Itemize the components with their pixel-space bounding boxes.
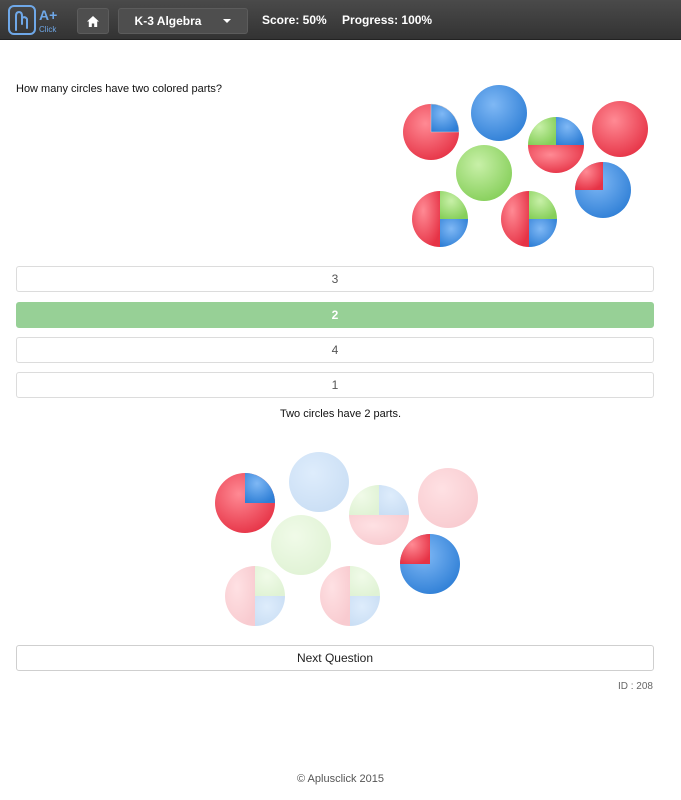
circle-8	[501, 191, 557, 247]
stats: Score: 50% Progress: 100%	[262, 13, 444, 27]
svg-text:A+: A+	[39, 7, 57, 23]
course-label: K-3 Algebra	[134, 14, 202, 28]
answer-option-4[interactable]: 1	[16, 372, 654, 398]
footer-copyright: © Aplusclick 2015	[297, 773, 384, 785]
question-figure	[403, 85, 648, 247]
question-text: How many circles have two colored parts?	[16, 83, 223, 95]
circle-6	[575, 162, 631, 218]
explanation-figure	[215, 452, 478, 626]
highlight-circle-1	[215, 473, 275, 533]
course-dropdown[interactable]: K-3 Algebra	[118, 8, 248, 34]
circle-1	[403, 103, 460, 160]
circle-3	[528, 117, 584, 173]
score-text: Score: 50%	[262, 13, 327, 27]
aplusclick-logo[interactable]: A+ Click	[8, 4, 68, 36]
answer-option-3[interactable]: 4	[16, 337, 654, 363]
circle-5	[456, 145, 512, 201]
answer-option-2-correct[interactable]: 2	[16, 302, 654, 328]
explanation-text: Two circles have 2 parts.	[279, 408, 402, 420]
circle-7	[412, 191, 468, 247]
faded-circles	[225, 452, 478, 626]
answer-option-1[interactable]: 3	[16, 266, 654, 292]
circle-4	[592, 101, 648, 157]
highlight-circle-2	[400, 534, 460, 594]
home-button[interactable]	[77, 8, 109, 34]
caret-down-icon	[223, 19, 232, 23]
svg-text:Click: Click	[39, 25, 57, 34]
circle-2	[471, 85, 527, 141]
next-question-button[interactable]: Next Question	[16, 645, 654, 671]
top-bar: A+ Click K-3 Algebra Score: 50% Progress…	[0, 0, 681, 40]
question-id: ID : 208	[617, 681, 653, 692]
home-icon	[87, 15, 99, 27]
progress-text: Progress: 100%	[342, 13, 433, 27]
